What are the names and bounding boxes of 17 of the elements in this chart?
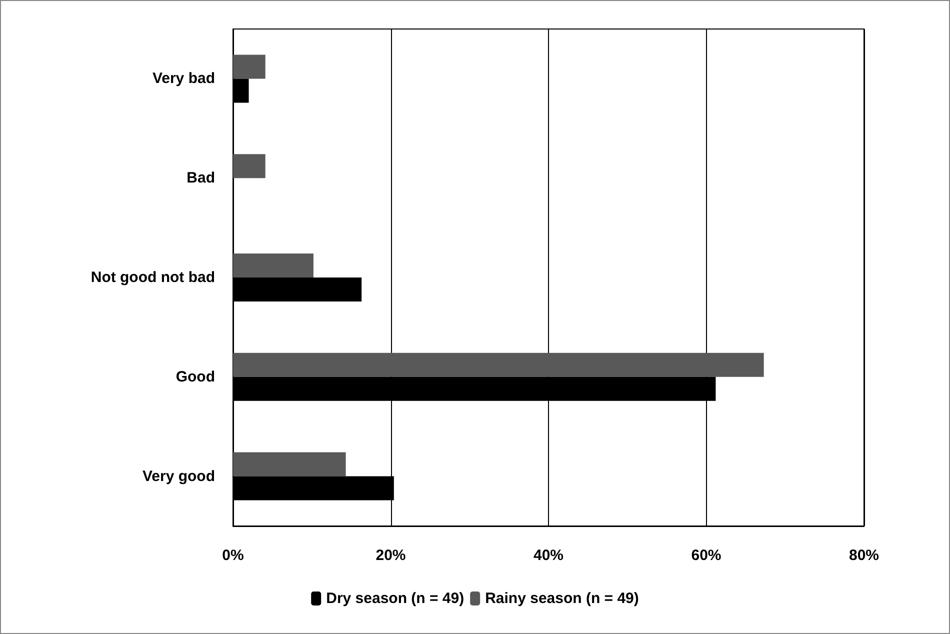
bar	[233, 154, 266, 178]
y-tick-label: Bad	[186, 170, 215, 187]
x-tick-label: 0%	[222, 547, 244, 564]
x-tick-label: 40%	[533, 547, 564, 564]
bar	[233, 452, 346, 476]
x-tick-label: 80%	[848, 547, 880, 564]
bar	[233, 254, 314, 278]
bar	[233, 54, 266, 79]
y-tick-label: Good	[176, 368, 215, 386]
y-tick-label: Not good not bad	[90, 269, 215, 286]
y-tick-label: Very bad	[152, 70, 215, 88]
bar	[233, 352, 764, 377]
y-tick-label: Very good	[142, 468, 215, 485]
x-tick-label: 60%	[691, 547, 722, 564]
legend-label: Dry season (n = 49)	[326, 590, 464, 607]
x-tick-label: 20%	[376, 547, 406, 564]
legend-label: Rainy season (n = 49)	[485, 590, 639, 607]
